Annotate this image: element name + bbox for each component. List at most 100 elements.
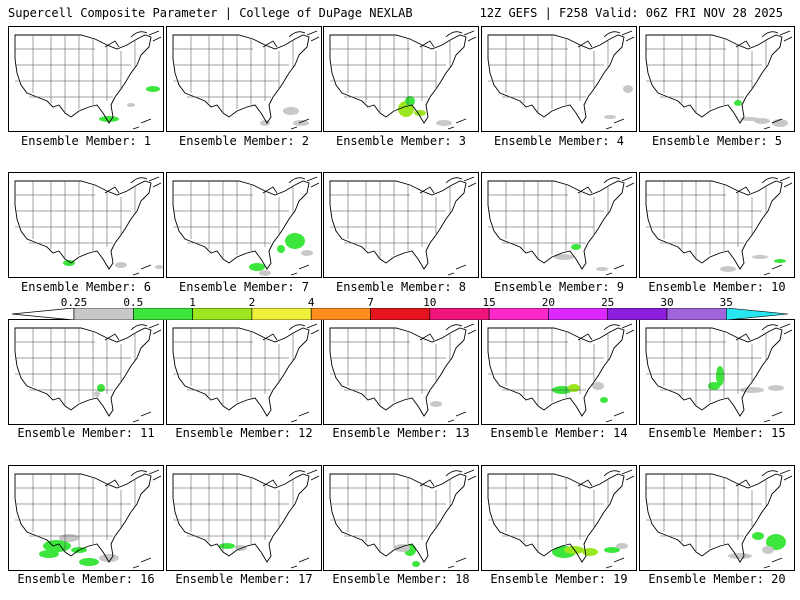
coastline xyxy=(455,557,467,563)
member-caption: Ensemble Member: 14 xyxy=(490,426,628,440)
coastline xyxy=(463,323,475,329)
member-caption: Ensemble Member: 17 xyxy=(175,572,313,586)
scp-contour xyxy=(596,267,608,271)
legend-color-swatch xyxy=(370,308,431,320)
coastline xyxy=(735,40,751,48)
coastline xyxy=(763,565,771,569)
legend-tick-label: 10 xyxy=(423,296,437,309)
coastline xyxy=(445,177,463,184)
scp-contour xyxy=(115,262,127,268)
coastline xyxy=(613,264,625,270)
coastline xyxy=(467,329,477,335)
coastline xyxy=(298,118,310,124)
header-valid-time: 12Z GEFS | F258 Valid: 06Z FRI NOV 28 20… xyxy=(479,6,783,20)
coastline xyxy=(761,31,779,38)
legend-tick-label: 1 xyxy=(189,296,196,309)
legend-tick-label: 4 xyxy=(307,296,315,309)
coastline xyxy=(148,30,160,36)
coastline xyxy=(298,411,310,417)
scp-contour xyxy=(752,532,764,540)
coastline xyxy=(132,272,140,276)
member-caption: Ensemble Member: 6 xyxy=(20,280,152,294)
coastline xyxy=(621,323,633,329)
map-panel xyxy=(8,172,164,278)
coastline xyxy=(445,470,463,477)
coastline xyxy=(152,182,162,188)
coastline xyxy=(621,30,633,36)
country-outline xyxy=(172,473,310,563)
scp-contour xyxy=(283,107,299,115)
coastline xyxy=(310,329,320,335)
us-map xyxy=(14,30,162,130)
scp-contour xyxy=(582,548,598,556)
us-map xyxy=(329,323,477,423)
legend-color-swatch xyxy=(73,308,134,320)
us-map xyxy=(645,323,793,423)
coastline xyxy=(262,40,278,48)
us-map xyxy=(172,176,320,276)
coastline xyxy=(445,324,463,331)
scp-contour xyxy=(554,254,574,260)
coastline xyxy=(148,323,160,329)
us-map xyxy=(487,323,635,423)
map-panel xyxy=(166,465,322,571)
legend-tick-label: 30 xyxy=(660,296,674,309)
coastline xyxy=(290,419,298,423)
map-panel xyxy=(8,465,164,571)
coastline xyxy=(455,264,467,270)
scp-contour xyxy=(604,547,620,553)
legend-tick-label: 25 xyxy=(601,296,615,309)
legend-color-swatch xyxy=(666,308,727,320)
country-outline xyxy=(329,34,467,124)
coastline xyxy=(779,323,791,329)
legend-color-swatch xyxy=(133,308,193,320)
scp-contour xyxy=(734,100,742,106)
coastline xyxy=(104,333,120,341)
map-panel xyxy=(639,465,795,571)
coastline xyxy=(132,419,140,423)
scp-contour xyxy=(740,387,764,393)
us-map xyxy=(487,176,635,276)
legend-tick-label: 35 xyxy=(719,296,733,309)
coastline xyxy=(467,36,477,42)
coastline xyxy=(761,324,779,331)
us-map xyxy=(329,30,477,130)
map-panel xyxy=(166,319,322,425)
coastline xyxy=(310,475,320,481)
coastline xyxy=(605,126,613,130)
coastline xyxy=(761,177,779,184)
scp-contour xyxy=(766,534,786,550)
scp-contour xyxy=(430,401,442,407)
coastline xyxy=(771,264,783,270)
coastline xyxy=(625,329,635,335)
scp-contour xyxy=(752,255,768,259)
scp-contour xyxy=(568,384,580,392)
country-outline xyxy=(14,327,152,417)
coastline xyxy=(763,272,771,276)
coastline xyxy=(463,176,475,182)
country-outline xyxy=(487,327,625,417)
coastline xyxy=(306,176,318,182)
coastline xyxy=(262,333,278,341)
member-caption: Ensemble Member: 5 xyxy=(651,134,783,148)
coastline xyxy=(455,118,467,124)
coastline xyxy=(290,272,298,276)
scp-contour xyxy=(592,382,604,390)
scp-contour xyxy=(740,117,760,121)
scp-contour xyxy=(720,266,736,272)
coastline xyxy=(310,182,320,188)
map-panel xyxy=(166,26,322,132)
coastline xyxy=(761,470,779,477)
coastline xyxy=(288,470,306,477)
scp-contour xyxy=(774,259,786,263)
coastline xyxy=(445,31,463,38)
coastline xyxy=(130,31,148,38)
member-caption: Ensemble Member: 20 xyxy=(648,572,786,586)
coastline xyxy=(262,479,278,487)
map-panel xyxy=(8,26,164,132)
scp-contour xyxy=(301,250,313,256)
legend-low-arrow xyxy=(12,308,75,320)
coastline xyxy=(779,176,791,182)
country-outline xyxy=(14,34,152,124)
coastline xyxy=(603,177,621,184)
